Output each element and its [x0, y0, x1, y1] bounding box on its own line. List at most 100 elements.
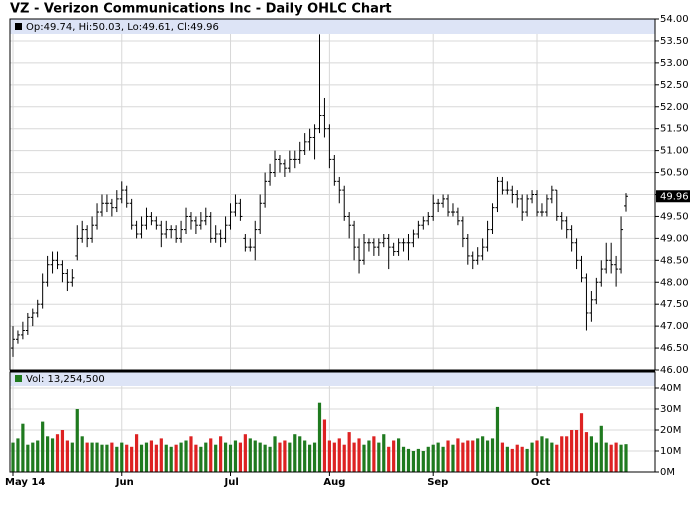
ohlc-bar: [614, 255, 619, 287]
volume-bar: [149, 440, 154, 472]
ohlc-bar: [282, 159, 287, 177]
ohlc-bar: [35, 299, 40, 318]
ohlc-bar: [75, 225, 80, 261]
last-price-box: [656, 190, 690, 203]
ohlc-bar: [208, 212, 213, 243]
y-tick-label: 47.00: [660, 321, 689, 332]
volume-bar: [26, 444, 30, 472]
ohlc-bar: [188, 212, 193, 230]
x-tick-label: Aug: [323, 477, 345, 488]
volume-bar: [466, 440, 470, 472]
ohlc-bar: [179, 220, 184, 243]
ohlc-bar: [411, 229, 416, 248]
ohlc-bar: [322, 97, 327, 138]
volume-bar: [263, 444, 267, 472]
ohlc-bar: [327, 124, 332, 169]
volume-bar: [401, 446, 406, 472]
volume-bar: [288, 442, 292, 472]
volume-bar: [609, 444, 613, 472]
volume-bar: [243, 434, 247, 472]
volume-bar: [510, 448, 514, 472]
volume-bar: [134, 434, 139, 472]
y-tick-label: 51.50: [660, 124, 689, 135]
ohlc-bar: [169, 225, 174, 239]
volume-bar: [357, 438, 361, 472]
volume-bar: [367, 440, 371, 472]
ohlc-bar: [421, 216, 426, 230]
volume-bar: [219, 436, 223, 472]
ohlc-bar: [470, 251, 475, 270]
ohlc-bar: [213, 225, 218, 243]
ohlc-bar: [569, 225, 574, 252]
volume-bar: [110, 442, 114, 472]
ohlc-bar: [357, 238, 362, 274]
legend-band: [10, 19, 655, 34]
ohlc-bar: [302, 133, 307, 156]
ohlc-bar: [332, 155, 337, 186]
y-tick-label: 52.50: [660, 80, 689, 91]
ohlc-bar: [401, 238, 406, 252]
ohlc-bar: [490, 203, 495, 234]
volume-bar: [565, 436, 569, 472]
volume-bar: [238, 442, 243, 472]
ohlc-bar: [184, 207, 189, 234]
ohlc-bar: [599, 260, 604, 287]
ohlc-bar: [174, 225, 179, 243]
volume-tick-label: 30M: [660, 404, 681, 415]
ohlc-bar: [114, 190, 119, 213]
ohlc-bar: [460, 216, 465, 248]
ohlc-bar: [139, 216, 144, 239]
volume-bar: [273, 436, 277, 472]
volume-legend-swatch: [15, 375, 22, 382]
ohlc-bar: [352, 220, 357, 261]
last-price-label: 49.96: [660, 191, 689, 202]
ohlc-bar: [223, 216, 228, 243]
volume-bar: [298, 436, 302, 472]
volume-bar: [342, 444, 346, 472]
ohlc-bar: [129, 198, 134, 230]
ohlc-bar: [258, 194, 263, 234]
volume-tick-label: 20M: [660, 425, 681, 436]
volume-bar: [574, 430, 579, 472]
volume-bar: [317, 402, 322, 472]
y-tick-label: 47.50: [660, 299, 689, 310]
ohlc-bar: [55, 251, 60, 270]
ohlc-bar: [203, 207, 208, 226]
volume-bar: [500, 442, 505, 472]
volume-bar: [209, 438, 213, 472]
legend-swatch: [15, 23, 22, 30]
volume-bar: [446, 440, 450, 472]
volume-bar: [322, 419, 327, 472]
volume-bar: [115, 446, 119, 472]
ohlc-bar: [530, 190, 535, 204]
volume-bar: [545, 438, 549, 472]
ohlc-bar: [164, 220, 169, 239]
ohlc-bar: [465, 233, 470, 265]
ohlc-bar: [292, 150, 297, 169]
volume-bar: [179, 442, 183, 472]
volume-legend-band: [10, 372, 655, 386]
ohlc-bar: [366, 238, 371, 252]
y-tick-label: 48.50: [660, 255, 689, 266]
volume-bar: [337, 438, 341, 472]
x-tick-label: May 14: [5, 477, 45, 488]
ohlc-bar: [233, 194, 238, 217]
volume-bar: [41, 421, 45, 472]
ohlc-bar: [193, 216, 198, 234]
ohlc-bar: [15, 330, 20, 344]
ohlc-bar: [455, 207, 460, 226]
volume-bar: [560, 436, 564, 472]
ohlc-bar: [480, 238, 485, 261]
ohlc-bar: [475, 247, 480, 265]
ohlc-bar: [436, 198, 441, 213]
ohlc-bar: [431, 194, 436, 221]
volume-bar: [515, 444, 519, 472]
ohlc-bar: [371, 238, 376, 256]
volume-bar: [570, 430, 574, 472]
ohlc-bar: [99, 194, 104, 217]
y-tick-label: 51.00: [660, 146, 689, 157]
ohlc-bar: [154, 216, 159, 230]
ohlc-bar: [30, 308, 35, 327]
